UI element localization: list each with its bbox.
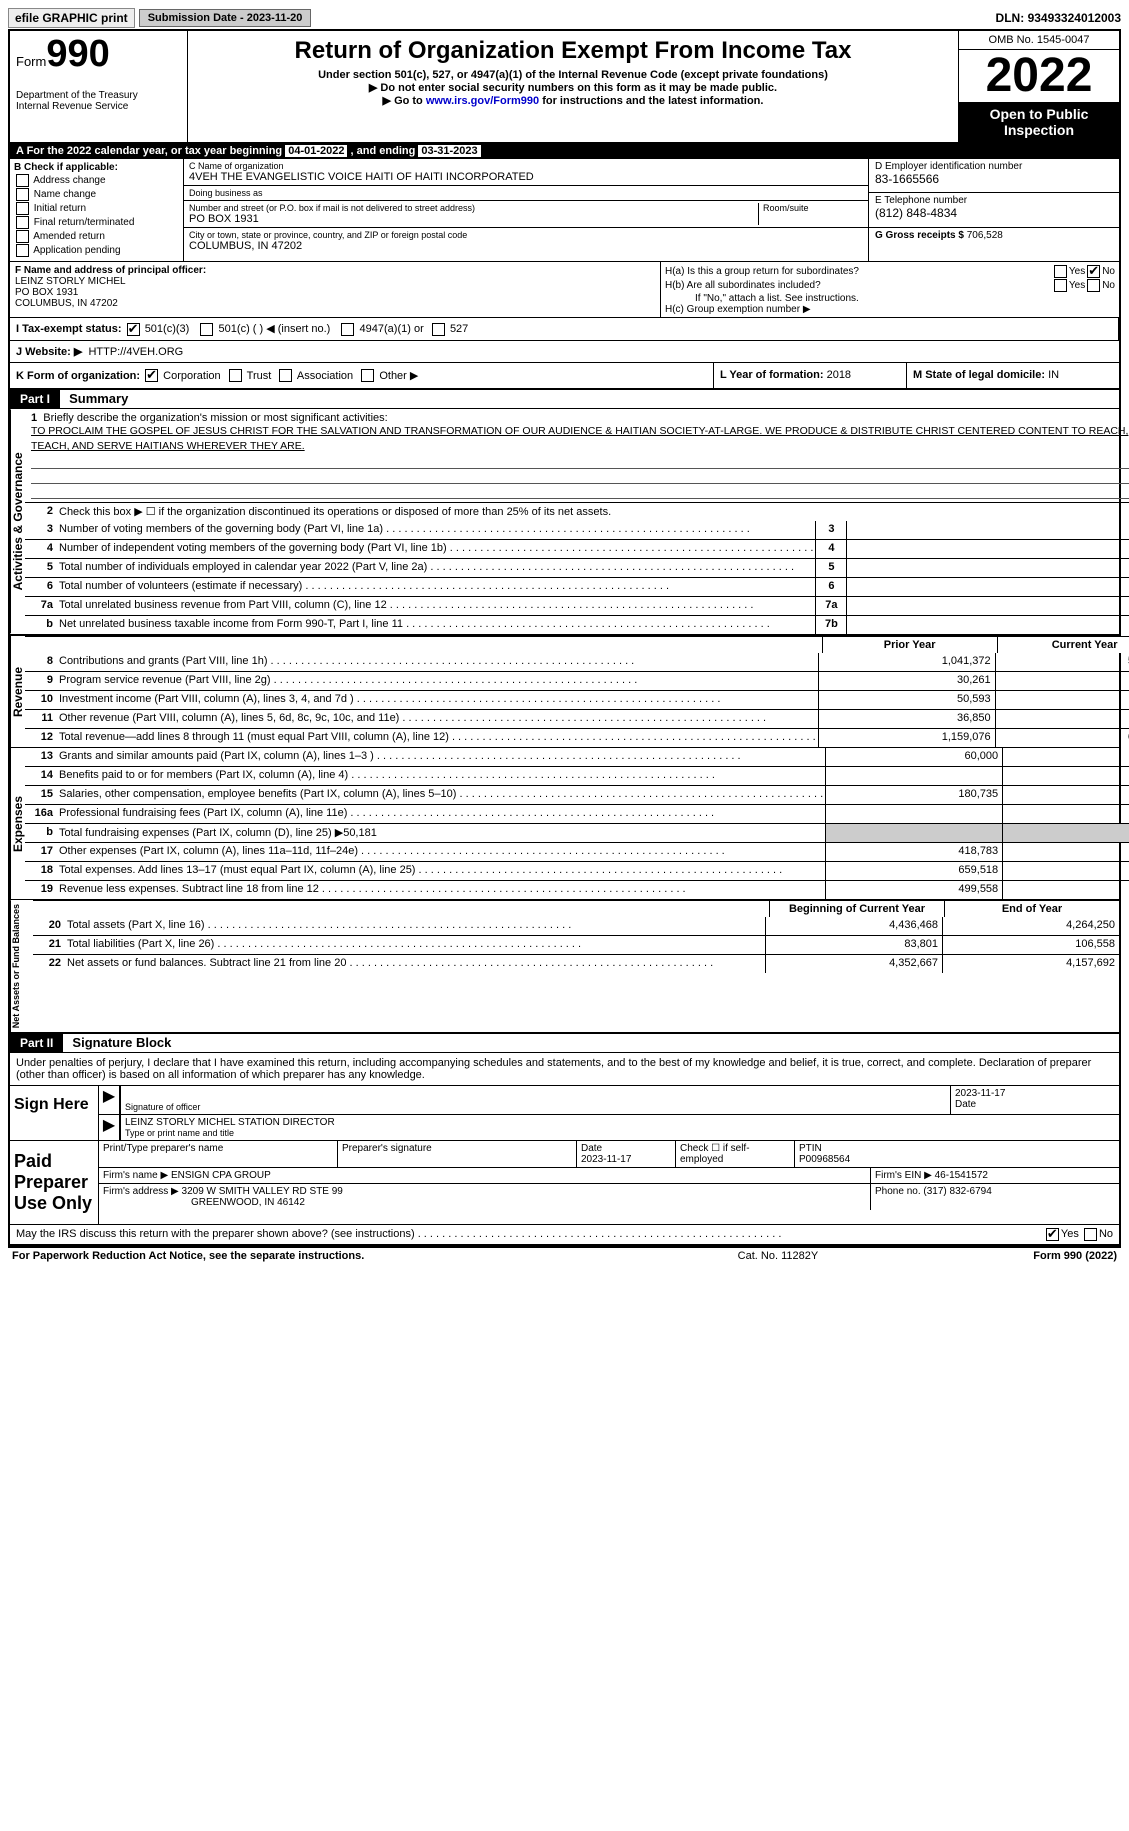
header-center: Return of Organization Exempt From Incom…: [188, 31, 958, 142]
summary-line: 15Salaries, other compensation, employee…: [25, 785, 1129, 804]
omb-no: OMB No. 1545-0047: [959, 31, 1119, 50]
row-k: K Form of organization: Corporation Trus…: [10, 363, 1119, 391]
summary-line: bTotal fundraising expenses (Part IX, co…: [25, 823, 1129, 842]
revenue-section: Revenue Prior YearCurrent Year 8Contribu…: [10, 635, 1119, 748]
top-bar: efile GRAPHIC print Submission Date - 20…: [8, 8, 1121, 28]
tax-year: 2022: [959, 50, 1119, 102]
summary-line: 4Number of independent voting members of…: [25, 539, 1129, 558]
form-title: Return of Organization Exempt From Incom…: [194, 37, 952, 65]
officer-name: LEINZ STORLY MICHEL STATION DIRECTOR: [125, 1117, 1115, 1128]
paid-preparer-section: Paid Preparer Use Only Print/Type prepar…: [10, 1141, 1119, 1225]
cb-app-pending[interactable]: [16, 244, 29, 257]
dept-treasury: Department of the Treasury Internal Reve…: [16, 90, 181, 112]
mission-text: TO PROCLAIM THE GOSPEL OF JESUS CHRIST F…: [31, 424, 1129, 453]
footer: For Paperwork Reduction Act Notice, see …: [8, 1248, 1121, 1264]
part-1-header: Part I Summary: [10, 390, 1119, 409]
summary-line: 20Total assets (Part X, line 16)4,436,46…: [33, 917, 1119, 935]
irs-link[interactable]: www.irs.gov/Form990: [426, 95, 539, 107]
summary-line: 17Other expenses (Part IX, column (A), l…: [25, 842, 1129, 861]
h-group: H(a) Is this a group return for subordin…: [661, 262, 1119, 317]
cb-hb-yes[interactable]: [1054, 279, 1067, 292]
header-right: OMB No. 1545-0047 2022 Open to Public In…: [958, 31, 1119, 142]
row-i: I Tax-exempt status: 501(c)(3) 501(c) ( …: [10, 318, 1119, 341]
cb-initial-return[interactable]: [16, 202, 29, 215]
summary-line: 6Total number of volunteers (estimate if…: [25, 577, 1129, 596]
summary-line: 12Total revenue—add lines 8 through 11 (…: [25, 728, 1129, 747]
summary-line: 19Revenue less expenses. Subtract line 1…: [25, 880, 1129, 899]
cb-ha-yes[interactable]: [1054, 265, 1067, 278]
cb-501c3[interactable]: [127, 323, 140, 336]
summary-line: 11Other revenue (Part VIII, column (A), …: [25, 709, 1129, 728]
summary-line: 9Program service revenue (Part VIII, lin…: [25, 671, 1129, 690]
summary-line: 8Contributions and grants (Part VIII, li…: [25, 653, 1129, 671]
cb-other[interactable]: [361, 369, 374, 382]
cb-hb-no[interactable]: [1087, 279, 1100, 292]
cb-527[interactable]: [432, 323, 445, 336]
summary-line: 14Benefits paid to or for members (Part …: [25, 766, 1129, 785]
summary-line: 21Total liabilities (Part X, line 26)83,…: [33, 935, 1119, 954]
expenses-section: Expenses 13Grants and similar amounts pa…: [10, 748, 1119, 900]
ein: 83-1665566: [875, 172, 1113, 186]
sign-here-section: Sign Here ▶ Signature of officer 2023-11…: [10, 1086, 1119, 1141]
summary-line: 22Net assets or fund balances. Subtract …: [33, 954, 1119, 973]
col-c: C Name of organization 4VEH THE EVANGELI…: [184, 159, 1119, 261]
summary-line: 16aProfessional fundraising fees (Part I…: [25, 804, 1129, 823]
summary-line: 13Grants and similar amounts paid (Part …: [25, 748, 1129, 766]
cb-trust[interactable]: [229, 369, 242, 382]
section-b-c: B Check if applicable: Address change Na…: [10, 159, 1119, 262]
cb-4947[interactable]: [341, 323, 354, 336]
activities-governance: Activities & Governance 1 Briefly descri…: [10, 409, 1119, 634]
form-990: Form990 Department of the Treasury Inter…: [8, 29, 1121, 1248]
penalties-text: Under penalties of perjury, I declare th…: [10, 1053, 1119, 1086]
open-inspection: Open to Public Inspection: [959, 102, 1119, 142]
cb-501c[interactable]: [200, 323, 213, 336]
cb-name-change[interactable]: [16, 188, 29, 201]
f-officer: F Name and address of principal officer:…: [10, 262, 661, 317]
cb-assoc[interactable]: [279, 369, 292, 382]
cb-discuss-no[interactable]: [1084, 1228, 1097, 1241]
summary-line: 10Investment income (Part VIII, column (…: [25, 690, 1129, 709]
firm-name: ENSIGN CPA GROUP: [171, 1170, 271, 1181]
header-left: Form990 Department of the Treasury Inter…: [10, 31, 188, 142]
section-f-h: F Name and address of principal officer:…: [10, 262, 1119, 318]
header: Form990 Department of the Treasury Inter…: [10, 31, 1119, 143]
gross-receipts: 706,528: [967, 230, 1003, 241]
cb-corp[interactable]: [145, 369, 158, 382]
cb-discuss-yes[interactable]: [1046, 1228, 1059, 1241]
phone: (812) 848-4834: [875, 206, 1113, 220]
city: COLUMBUS, IN 47202: [189, 240, 863, 252]
summary-line: 3Number of voting members of the governi…: [25, 521, 1129, 539]
cb-address-change[interactable]: [16, 174, 29, 187]
submission-btn[interactable]: Submission Date - 2023-11-20: [139, 9, 312, 27]
cb-ha-no[interactable]: [1087, 265, 1100, 278]
cb-amended[interactable]: [16, 230, 29, 243]
cb-final-return[interactable]: [16, 216, 29, 229]
summary-line: bNet unrelated business taxable income f…: [25, 615, 1129, 634]
website: HTTP://4VEH.ORG: [88, 346, 183, 358]
col-b: B Check if applicable: Address change Na…: [10, 159, 184, 261]
row-j: J Website: ▶ HTTP://4VEH.ORG: [10, 341, 1119, 363]
org-name: 4VEH THE EVANGELISTIC VOICE HAITI OF HAI…: [189, 171, 863, 183]
summary-line: 7aTotal unrelated business revenue from …: [25, 596, 1129, 615]
netassets-section: Net Assets or Fund Balances Beginning of…: [10, 900, 1119, 1034]
street: PO BOX 1931: [189, 213, 758, 225]
part-2-header: Part II Signature Block: [10, 1034, 1119, 1053]
dln: DLN: 93493324012003: [996, 11, 1121, 25]
row-a: A For the 2022 calendar year, or tax yea…: [10, 143, 1119, 159]
summary-line: 18Total expenses. Add lines 13–17 (must …: [25, 861, 1129, 880]
efile-label[interactable]: efile GRAPHIC print: [8, 8, 135, 28]
discuss-row: May the IRS discuss this return with the…: [10, 1225, 1119, 1246]
summary-line: 5Total number of individuals employed in…: [25, 558, 1129, 577]
